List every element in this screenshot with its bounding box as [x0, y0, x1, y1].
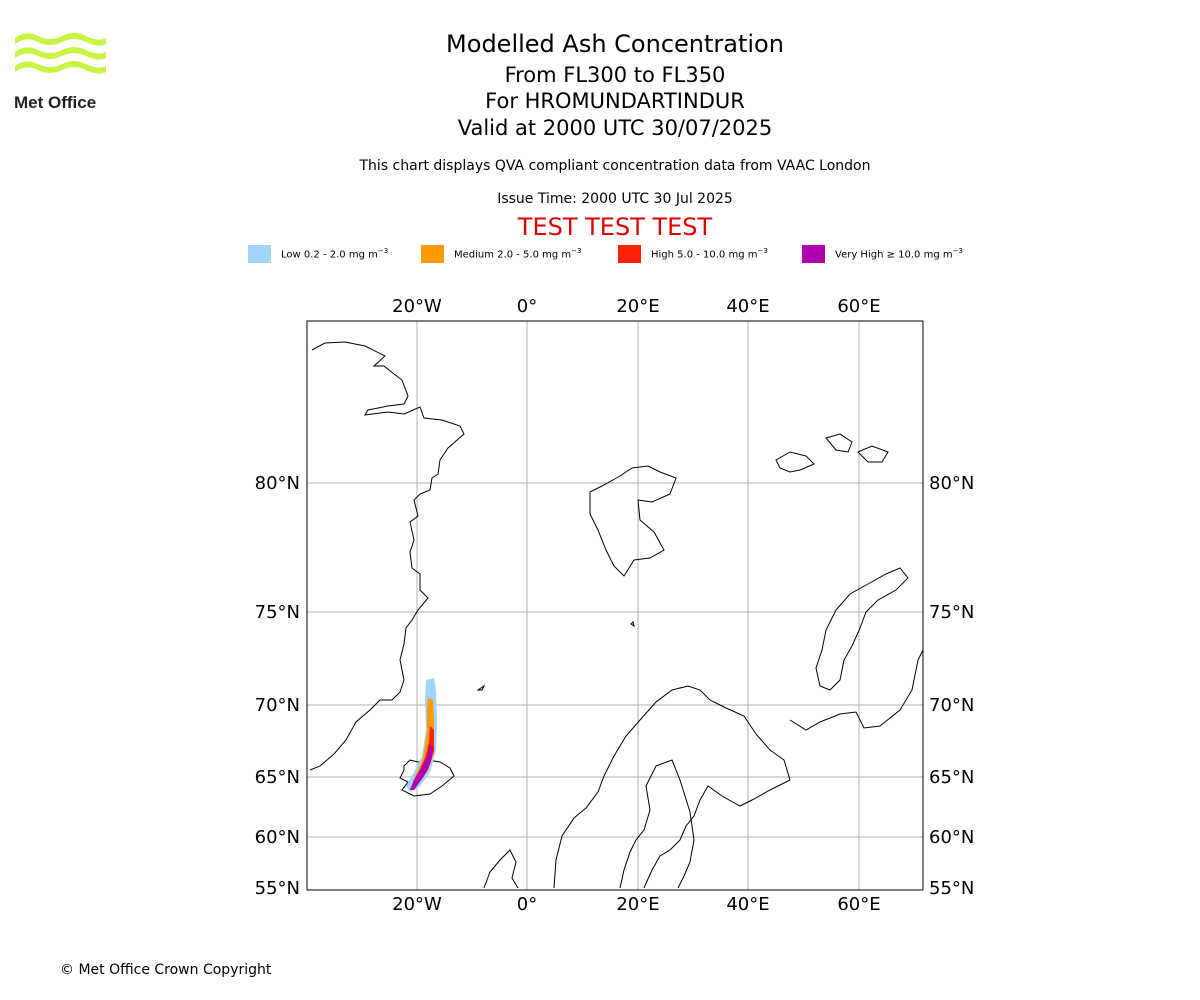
svalbard-coast: [589, 465, 677, 577]
longitude-label: 40°E: [726, 296, 769, 317]
longitude-label: 20°W: [392, 296, 442, 317]
greenland-coast: [309, 341, 465, 771]
latitude-label: 55°N: [929, 878, 974, 899]
longitude-label: 20°W: [392, 894, 442, 915]
longitude-label: 20°E: [616, 296, 659, 317]
legend-label: Low 0.2 - 2.0 mg m: [281, 249, 378, 261]
longitude-label: 0°: [517, 296, 537, 317]
british-isles-coast: [483, 849, 519, 889]
latitude-label: 70°N: [929, 695, 974, 716]
latitude-label: 80°N: [255, 473, 300, 494]
ash-very-high-area: [410, 744, 433, 790]
valid-time: Valid at 2000 UTC 30/07/2025: [457, 116, 773, 140]
latitude-label: 60°N: [255, 827, 300, 848]
novaya-zemlya-coast: [815, 567, 909, 691]
russia-arctic-coast: [789, 649, 923, 731]
longitude-label: 60°E: [837, 894, 880, 915]
chart-title: Modelled Ash Concentration: [446, 30, 784, 58]
franz-josef-land-coast: [775, 433, 889, 473]
legend-swatch: [248, 245, 271, 263]
legend-label: High 5.0 - 10.0 mg m: [651, 249, 758, 261]
legend-item-very-high: Very High ≥ 10.0 mg m−3: [802, 244, 963, 264]
met-office-logo: Met Office: [14, 33, 106, 112]
flight-levels: From FL300 to FL350: [504, 63, 726, 87]
jan-mayen-coast: [476, 684, 486, 691]
legend-swatch: [618, 245, 641, 263]
logo-text: Met Office: [14, 93, 96, 112]
baltic-coast: [619, 759, 695, 889]
map-frame: [306, 320, 924, 891]
latitude-label: 75°N: [929, 602, 974, 623]
latitude-label: 65°N: [929, 767, 974, 788]
latitude-label: 80°N: [929, 473, 974, 494]
longitude-label: 0°: [517, 894, 537, 915]
latitude-label: 75°N: [255, 602, 300, 623]
longitude-label: 20°E: [616, 894, 659, 915]
copyright-notice: © Met Office Crown Copyright: [60, 962, 272, 978]
chart-description: This chart displays QVA compliant concen…: [359, 158, 871, 174]
latitude-label: 60°N: [929, 827, 974, 848]
logo-wave: [15, 47, 106, 60]
iceland-coast: [399, 759, 455, 797]
scandinavia-coast: [553, 685, 791, 889]
legend-item-low: Low 0.2 - 2.0 mg m−3: [248, 244, 388, 264]
legend-item-high: High 5.0 - 10.0 mg m−3: [618, 244, 768, 264]
longitude-label: 60°E: [837, 296, 880, 317]
legend-swatch: [802, 245, 825, 263]
volcano-name: For HROMUNDARTINDUR: [485, 89, 745, 113]
legend-swatch: [421, 245, 444, 263]
legend-unit-exponent: −3: [952, 247, 963, 256]
logo-wave: [15, 61, 106, 74]
latitude-label: 65°N: [255, 767, 300, 788]
bear-island-coast: [630, 621, 635, 628]
legend-label: Medium 2.0 - 5.0 mg m: [454, 249, 572, 261]
ash-plume: [406, 678, 437, 792]
latitude-label: 70°N: [255, 695, 300, 716]
longitude-label: 40°E: [726, 894, 769, 915]
legend-unit-exponent: −3: [571, 247, 582, 256]
legend-unit-exponent: −3: [757, 247, 768, 256]
graticule: [307, 321, 923, 890]
coastlines: [309, 341, 923, 889]
test-banner: TEST TEST TEST: [517, 213, 713, 241]
legend-item-medium: Medium 2.0 - 5.0 mg m−3: [421, 244, 581, 264]
legend-label: Very High ≥ 10.0 mg m: [835, 249, 953, 261]
latitude-label: 55°N: [255, 878, 300, 899]
issue-time: Issue Time: 2000 UTC 30 Jul 2025: [497, 191, 733, 207]
legend-unit-exponent: −3: [377, 247, 389, 256]
logo-wave: [15, 33, 106, 46]
